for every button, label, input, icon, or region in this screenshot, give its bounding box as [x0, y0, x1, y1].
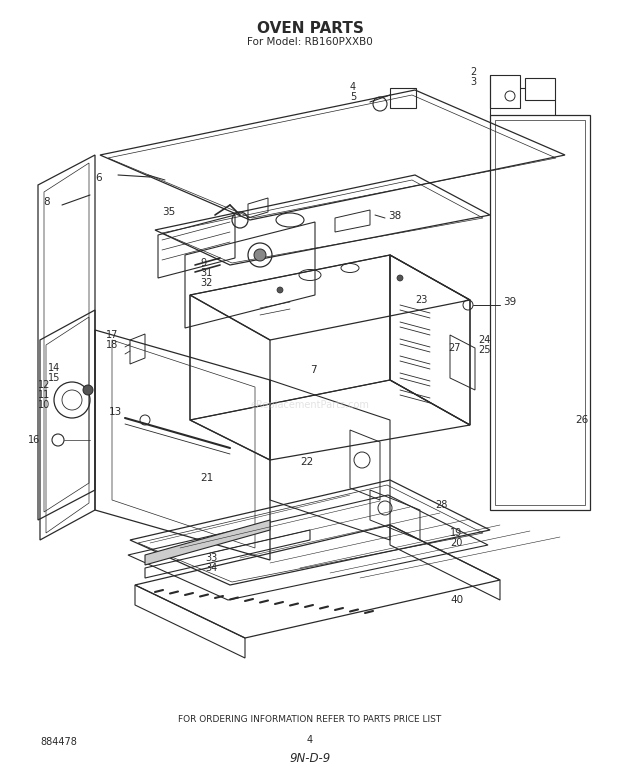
Circle shape — [254, 249, 266, 261]
Text: eReplacementParts.com: eReplacementParts.com — [250, 400, 370, 410]
Text: 25: 25 — [478, 345, 490, 355]
Text: 20: 20 — [450, 538, 463, 548]
Text: 7: 7 — [310, 365, 317, 375]
Text: 19: 19 — [450, 528, 463, 538]
Text: 5: 5 — [350, 92, 356, 102]
Text: For Model: RB160PXXB0: For Model: RB160PXXB0 — [247, 37, 373, 47]
Text: 13: 13 — [108, 407, 122, 417]
Text: 8: 8 — [43, 197, 50, 207]
Text: 27: 27 — [448, 343, 461, 353]
Text: 40: 40 — [450, 595, 463, 605]
Circle shape — [83, 385, 93, 395]
Text: 32: 32 — [200, 278, 213, 288]
Text: 35: 35 — [162, 207, 175, 217]
Text: 31: 31 — [200, 268, 212, 278]
Circle shape — [277, 287, 283, 293]
Circle shape — [397, 275, 403, 281]
Text: 15: 15 — [48, 373, 60, 383]
Polygon shape — [145, 520, 270, 565]
Text: 18: 18 — [106, 340, 118, 350]
Text: 17: 17 — [105, 330, 118, 340]
Text: 6: 6 — [95, 173, 102, 183]
Text: 23: 23 — [415, 295, 427, 305]
Text: 26: 26 — [575, 415, 588, 425]
Text: 9: 9 — [200, 258, 206, 268]
Text: 28: 28 — [435, 500, 448, 510]
Text: 4: 4 — [350, 82, 356, 92]
Text: FOR ORDERING INFORMATION REFER TO PARTS PRICE LIST: FOR ORDERING INFORMATION REFER TO PARTS … — [179, 716, 441, 724]
Text: 10: 10 — [38, 400, 50, 410]
Text: 22: 22 — [300, 457, 313, 467]
Text: 34: 34 — [205, 563, 217, 573]
Text: 24: 24 — [478, 335, 490, 345]
Text: 11: 11 — [38, 390, 50, 400]
Text: 3: 3 — [470, 77, 476, 87]
Text: 884478: 884478 — [40, 737, 77, 747]
Text: 14: 14 — [48, 363, 60, 373]
Text: 21: 21 — [200, 473, 213, 483]
Text: 16: 16 — [28, 435, 40, 445]
Text: OVEN PARTS: OVEN PARTS — [257, 20, 363, 35]
Text: 9N-D-9: 9N-D-9 — [290, 752, 330, 764]
Text: 38: 38 — [388, 211, 401, 221]
Text: 33: 33 — [205, 553, 217, 563]
Text: 39: 39 — [503, 297, 516, 307]
Text: 12: 12 — [38, 380, 50, 390]
Text: 4: 4 — [307, 735, 313, 745]
Text: 2: 2 — [470, 67, 476, 77]
